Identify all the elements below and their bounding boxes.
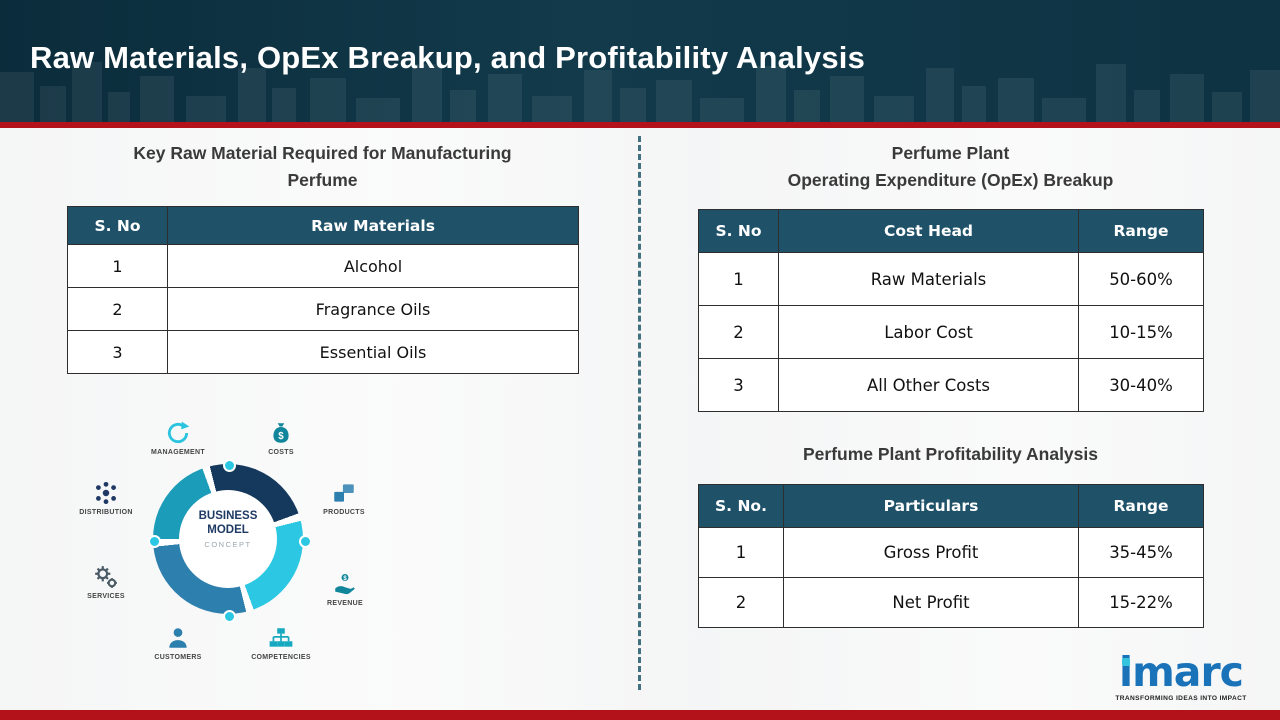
table-header-row: S. No Cost Head Range	[698, 209, 1204, 253]
table-row: 3 Essential Oils	[67, 330, 579, 374]
logo-text: imarc	[1119, 648, 1244, 697]
table-cell: 1	[698, 252, 779, 306]
gears-icon	[95, 566, 117, 588]
ring-node-dot	[148, 535, 161, 548]
refresh-arrows-icon	[167, 421, 190, 444]
logo-tagline: TRANSFORMING IDEAS INTO IMPACT	[1115, 695, 1247, 702]
diagram-item-competencies: COMPETENCIES	[241, 625, 321, 661]
vertical-divider	[638, 136, 641, 690]
diagram-item-label: SERVICES	[87, 593, 125, 600]
table-cell: 1	[67, 244, 168, 288]
table-row: 1 Raw Materials 50-60%	[698, 252, 1204, 306]
diagram-item-costs: $ COSTS	[241, 420, 321, 456]
ring-node-dot	[223, 459, 236, 472]
header-cell-cost-head: Cost Head	[778, 209, 1079, 253]
diagram-item-distribution: DISTRIBUTION	[66, 480, 146, 516]
diagram-item-services: SERVICES	[66, 564, 146, 600]
table-cell: 35-45%	[1078, 527, 1204, 578]
table-cell: 3	[67, 330, 168, 374]
org-chart-icon	[269, 628, 293, 647]
header-cell-range: Range	[1078, 209, 1204, 253]
table-row: 2 Labor Cost 10-15%	[698, 305, 1204, 359]
diagram-item-label: PRODUCTS	[323, 509, 365, 516]
diagram-item-label: DISTRIBUTION	[79, 509, 133, 516]
table-cell: 10-15%	[1078, 305, 1204, 359]
opex-heading-line2: Operating Expenditure (OpEx) Breakup	[787, 170, 1114, 191]
table-cell: Raw Materials	[778, 252, 1079, 306]
header-cell-particulars: Particulars	[783, 484, 1079, 528]
table-cell: 2	[67, 287, 168, 331]
logo-i-dot	[1122, 658, 1131, 667]
header-cell-sno: S. No	[67, 206, 168, 245]
table-cell: 2	[698, 577, 784, 628]
table-cell: 2	[698, 305, 779, 359]
header-cell-raw-materials: Raw Materials	[167, 206, 579, 245]
network-dots-icon	[96, 481, 116, 505]
header-accent-line	[0, 122, 1280, 128]
diagram-center-title: BUSINESS MODEL	[198, 510, 258, 536]
table-row: 1 Alcohol	[67, 244, 579, 288]
header-cell-sno: S. No.	[698, 484, 784, 528]
ring-node-dot	[223, 610, 236, 623]
opex-heading-line1: Perfume Plant	[891, 143, 1010, 163]
money-bag-icon: $	[273, 423, 289, 443]
table-header-row: S. No. Particulars Range	[698, 484, 1204, 528]
table-cell: All Other Costs	[778, 358, 1079, 412]
city-skyline-graphic	[0, 62, 1280, 122]
diagram-ring	[153, 464, 303, 614]
table-header-row: S. No Raw Materials	[67, 206, 579, 245]
diagram-center-subtitle: CONCEPT	[204, 539, 252, 549]
profitability-table: S. No. Particulars Range 1 Gross Profit …	[698, 484, 1204, 628]
ring-node-dot	[299, 535, 312, 548]
table-row: 2 Net Profit 15-22%	[698, 577, 1204, 628]
diagram-item-label: MANAGEMENT	[151, 449, 205, 456]
opex-table: S. No Cost Head Range 1 Raw Materials 50…	[698, 209, 1204, 412]
page-title: Raw Materials, OpEx Breakup, and Profita…	[30, 40, 866, 75]
table-cell: Gross Profit	[783, 527, 1079, 578]
table-cell: Essential Oils	[167, 330, 579, 374]
bottom-accent-bar	[0, 710, 1280, 720]
raw-materials-heading: Key Raw Material Required for Manufactur…	[133, 143, 512, 191]
boxes-icon	[334, 484, 354, 502]
table-row: 2 Fragrance Oils	[67, 287, 579, 331]
diagram-item-label: COMPETENCIES	[251, 654, 311, 661]
table-cell: 50-60%	[1078, 252, 1204, 306]
table-cell: Fragrance Oils	[167, 287, 579, 331]
diagram-item-label: REVENUE	[327, 600, 363, 607]
diagram-item-management: MANAGEMENT	[138, 420, 218, 456]
table-cell: 30-40%	[1078, 358, 1204, 412]
slide-header: Raw Materials, OpEx Breakup, and Profita…	[0, 0, 1280, 122]
person-icon	[169, 628, 187, 648]
svg-text:$: $	[343, 576, 347, 582]
table-cell: 3	[698, 358, 779, 412]
table-cell: Alcohol	[167, 244, 579, 288]
profitability-heading: Perfume Plant Profitability Analysis	[803, 444, 1098, 464]
header-cell-sno: S. No	[698, 209, 779, 253]
opex-heading: Perfume Plant Operating Expenditure (OpE…	[698, 140, 1203, 194]
table-cell: Net Profit	[783, 577, 1079, 628]
diagram-item-label: COSTS	[268, 449, 294, 456]
diagram-item-label: CUSTOMERS	[154, 654, 202, 661]
diagram-item-customers: CUSTOMERS	[138, 625, 218, 661]
imarc-logo: imarc TRANSFORMING IDEAS INTO IMPACT	[1106, 652, 1256, 702]
diagram-item-products: PRODUCTS	[304, 480, 384, 516]
diagram-center-label: BUSINESS MODEL CONCEPT	[183, 510, 273, 549]
table-cell: 1	[698, 527, 784, 578]
diagram-item-revenue: $ REVENUE	[305, 571, 385, 607]
business-model-diagram: BUSINESS MODEL CONCEPT MANAGEMENT $ COST…	[60, 412, 405, 684]
hand-coin-icon: $	[335, 574, 355, 595]
table-row: 1 Gross Profit 35-45%	[698, 527, 1204, 578]
imarc-logo-wordmark: imarc	[1119, 652, 1244, 693]
table-row: 3 All Other Costs 30-40%	[698, 358, 1204, 412]
table-cell: 15-22%	[1078, 577, 1204, 628]
header-cell-range: Range	[1078, 484, 1204, 528]
table-cell: Labor Cost	[778, 305, 1079, 359]
svg-text:$: $	[278, 431, 284, 442]
raw-materials-table: S. No Raw Materials 1 Alcohol 2 Fragranc…	[67, 206, 579, 374]
